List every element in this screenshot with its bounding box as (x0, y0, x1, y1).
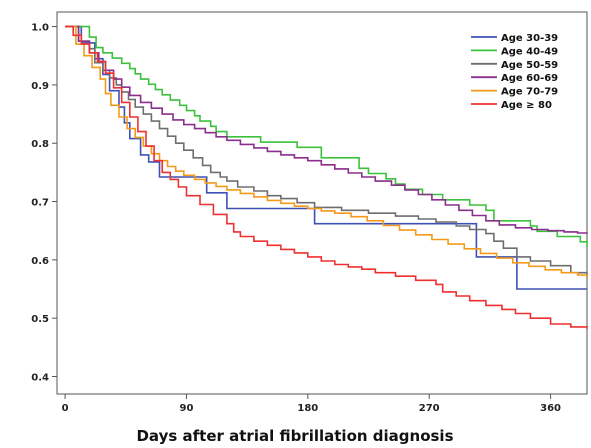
x-tick-label: 90 (180, 403, 194, 414)
series-line-4 (65, 25, 588, 234)
plot-frame (56, 11, 588, 395)
x-tick-label: 0 (62, 403, 69, 414)
y-tick-label: 0.5 (31, 314, 49, 325)
legend-label: Age 30-39 (501, 33, 558, 44)
x-tick-label: 180 (297, 403, 318, 414)
legend-label: Age 50-59 (501, 60, 558, 71)
series-line-5 (65, 25, 588, 278)
y-tick-label: 0.8 (31, 139, 49, 150)
x-tick-label: 360 (540, 403, 561, 414)
series-line-1 (65, 25, 587, 290)
series-line-2 (65, 25, 588, 247)
y-tick-label: 1.0 (31, 23, 49, 34)
x-axis-label: Days after atrial fibrillation diagnosis (136, 427, 453, 445)
legend-label: Age ≥ 80 (501, 100, 552, 111)
legend-label: Age 40-49 (501, 46, 558, 57)
legend-label: Age 70-79 (501, 87, 558, 98)
y-tick-label: 0.6 (31, 256, 49, 267)
series-layer (65, 25, 588, 329)
series-line-6 (65, 25, 588, 329)
x-tick-label: 270 (419, 403, 440, 414)
y-tick-label: 0.4 (31, 373, 49, 384)
legend: Age 30-39 Age 40-49 Age 50-59 Age 60-69 Age … (471, 33, 558, 111)
y-tick-label: 0.7 (31, 198, 49, 209)
y-tick-label: 0.9 (31, 81, 49, 92)
axis-layer: 0 90 180 270 360 0.4 0.5 0.6 0.7 0.8 0.9 1.0 (31, 23, 561, 414)
legend-label: Age 60-69 (501, 73, 558, 84)
